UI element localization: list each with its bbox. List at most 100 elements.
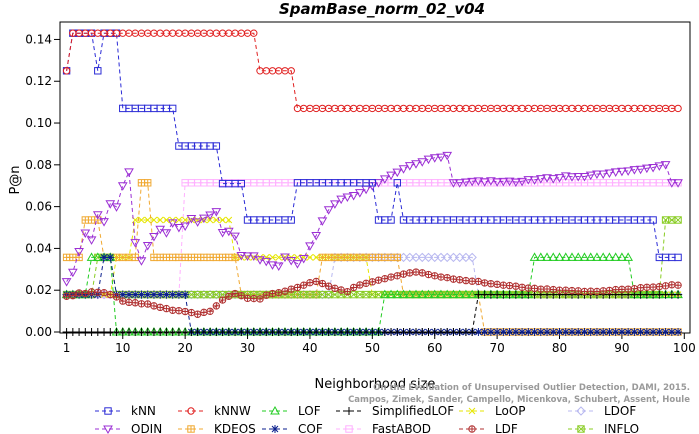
data-point-fastabod: [618, 179, 626, 187]
data-point-ldf: [293, 283, 302, 292]
data-point-odin: [117, 182, 128, 191]
data-point-fastabod: [268, 179, 277, 187]
data-point-odin: [486, 177, 496, 186]
data-point-odin: [67, 268, 78, 278]
data-point-inflo: [668, 216, 676, 224]
data-point-ldf: [655, 282, 664, 291]
data-point-loop: [150, 216, 158, 224]
plot-frame: [59, 21, 691, 334]
legend-item-cof: COF: [262, 422, 323, 434]
data-point-kdeos: [181, 253, 189, 262]
data-point-kdeos: [231, 253, 239, 262]
data-point-ldf: [505, 281, 514, 290]
data-point-lof: [598, 252, 609, 261]
data-point-ldf: [237, 291, 246, 300]
data-point-ldf: [431, 272, 439, 280]
data-point-knn: [237, 179, 246, 188]
data-point-kdeos: [225, 253, 233, 262]
data-point-kdeos: [393, 253, 401, 262]
data-point-ldf: [125, 298, 133, 307]
data-point-odin: [673, 179, 683, 188]
data-point-loop: [144, 216, 152, 224]
data-point-ldf: [243, 294, 252, 303]
y-tick-label: 0.04: [25, 241, 52, 255]
data-point-cof: [636, 328, 645, 336]
data-point-ldf: [493, 280, 501, 289]
data-point-odin: [529, 176, 540, 185]
legend-swatch-marker: [270, 405, 280, 415]
data-point-cof: [131, 290, 140, 299]
chart-title: SpamBase_norm_02_v04: [279, 0, 485, 18]
data-point-kdeos: [81, 216, 90, 224]
x-tick-label: 1: [63, 341, 71, 355]
data-point-odin: [404, 162, 415, 171]
data-point-cof: [611, 328, 620, 336]
data-point-cof: [106, 253, 115, 262]
data-point-ldf: [474, 277, 483, 286]
data-point-kdeos: [187, 253, 196, 262]
data-point-odin: [454, 179, 465, 188]
data-point-ldf: [499, 281, 508, 289]
data-point-ldf: [356, 281, 364, 289]
legend-item-inflo: INFLO: [568, 422, 639, 434]
data-point-cof: [174, 290, 183, 299]
data-point-ldf: [256, 295, 264, 303]
data-point-cof: [524, 328, 533, 336]
data-point-fastabod: [206, 179, 214, 187]
legend-swatch-marker: [103, 425, 113, 434]
data-point-lof: [592, 252, 602, 261]
legend-label: KDEOS: [214, 422, 256, 434]
legend-item-ldf: LDF: [459, 422, 518, 434]
data-point-knn: [674, 253, 682, 262]
data-point-fastabod: [181, 179, 189, 187]
data-point-odin: [223, 227, 234, 237]
data-point-fastabod: [431, 179, 439, 187]
data-point-ldf: [611, 285, 620, 294]
data-point-ldf: [524, 284, 533, 292]
data-point-ldf: [281, 287, 289, 295]
data-point-cof: [499, 328, 508, 336]
data-point-odin: [211, 208, 222, 217]
data-point-loop: [181, 216, 189, 224]
data-point-odin: [598, 170, 609, 180]
legend-label: INFLO: [604, 422, 639, 434]
data-point-fastabod: [636, 179, 645, 187]
y-tick-label: 0.06: [25, 200, 52, 214]
data-point-kdeos: [156, 253, 164, 262]
data-point-ldf: [418, 269, 426, 277]
data-point-kdeos: [212, 253, 221, 262]
data-point-odin: [461, 178, 471, 187]
data-point-odin: [648, 164, 658, 173]
data-point-ldof: [448, 252, 459, 263]
data-point-ldof: [454, 252, 465, 263]
data-point-odin: [298, 254, 309, 264]
data-point-lof: [567, 252, 577, 261]
data-point-odin: [386, 171, 396, 181]
data-point-cof: [617, 328, 626, 336]
data-point-odin: [167, 219, 178, 228]
data-point-loop: [250, 254, 258, 261]
data-point-odin: [417, 158, 428, 167]
data-point-ldf: [674, 281, 682, 289]
data-point-ldf: [574, 287, 582, 295]
data-point-lof: [585, 252, 596, 261]
y-tick-label: 0.08: [25, 158, 52, 172]
data-point-lof: [604, 252, 615, 261]
data-point-odin: [267, 261, 278, 270]
data-point-lof: [560, 252, 571, 261]
data-point-odin: [149, 233, 159, 242]
legend-label: FastABOD: [372, 422, 431, 434]
data-point-fastabod: [555, 179, 564, 187]
data-point-ldf: [175, 306, 183, 315]
data-point-ldof: [99, 289, 109, 300]
data-point-cof: [624, 328, 633, 336]
data-point-ldf: [268, 289, 277, 298]
data-point-fastabod: [387, 179, 395, 187]
data-point-ldof: [411, 252, 421, 263]
data-point-fastabod: [281, 179, 289, 187]
legend-swatch-marker: [577, 425, 585, 433]
data-point-ldf: [512, 282, 520, 290]
data-point-fastabod: [287, 179, 295, 187]
data-point-cof: [642, 328, 651, 336]
data-point-ldf: [406, 269, 414, 277]
